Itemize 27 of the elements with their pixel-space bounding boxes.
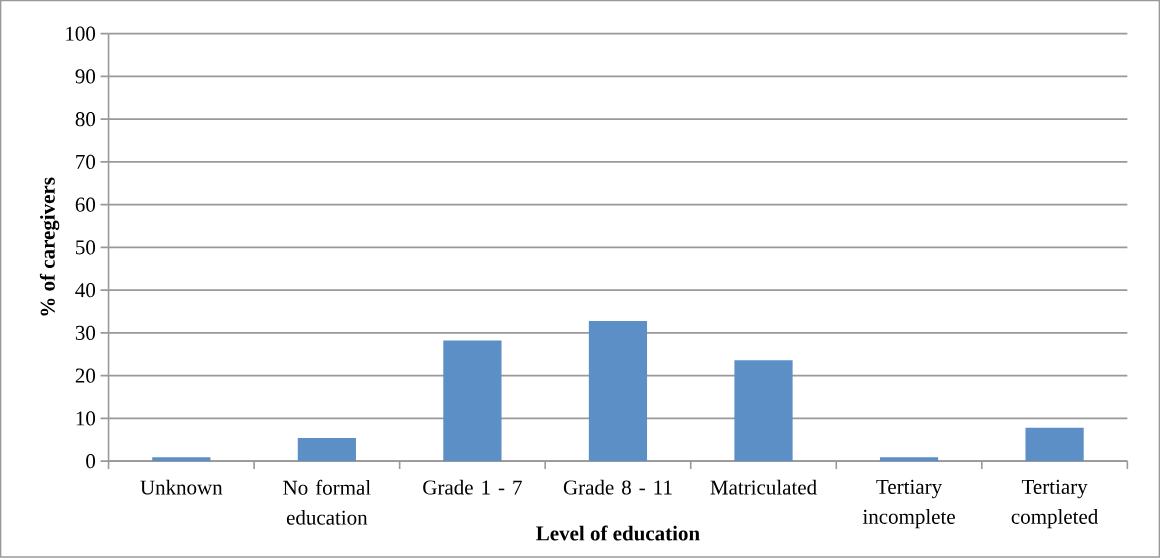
y-tick-label: 90: [75, 69, 96, 84]
bar: [1025, 427, 1084, 462]
y-tick-label: 10: [76, 411, 96, 426]
bar: [443, 340, 502, 462]
bar: [734, 360, 793, 462]
bar: [879, 457, 939, 462]
y-tick-label: 100: [66, 26, 96, 41]
y-tick-label: 80: [75, 112, 96, 127]
x-tick-label: No formal education: [283, 479, 371, 525]
bar: [297, 438, 356, 462]
x-axis-title: Level of education: [536, 525, 700, 541]
x-tick-label: Matriculated: [710, 479, 817, 495]
bar: [152, 457, 211, 462]
x-tick-label: Tertiary incomplete: [862, 479, 955, 529]
bar: [588, 321, 648, 462]
y-tick-label: 70: [76, 154, 96, 170]
x-tick-label: Unknown: [140, 479, 223, 495]
x-tick-label: Grade 8 - 11: [563, 479, 672, 495]
y-tick-label: 50: [76, 240, 96, 255]
y-axis-title: % of caregivers: [39, 177, 60, 316]
y-tick-label: 0: [86, 454, 96, 469]
y-tick-label: 60: [75, 197, 96, 212]
x-tick-label: Grade 1 - 7: [423, 479, 522, 495]
y-tick-label: 20: [75, 368, 96, 383]
y-tick-label: 40: [75, 283, 96, 298]
x-tick-label: Tertiary completed: [1011, 479, 1099, 529]
y-tick-label: 30: [75, 325, 96, 341]
